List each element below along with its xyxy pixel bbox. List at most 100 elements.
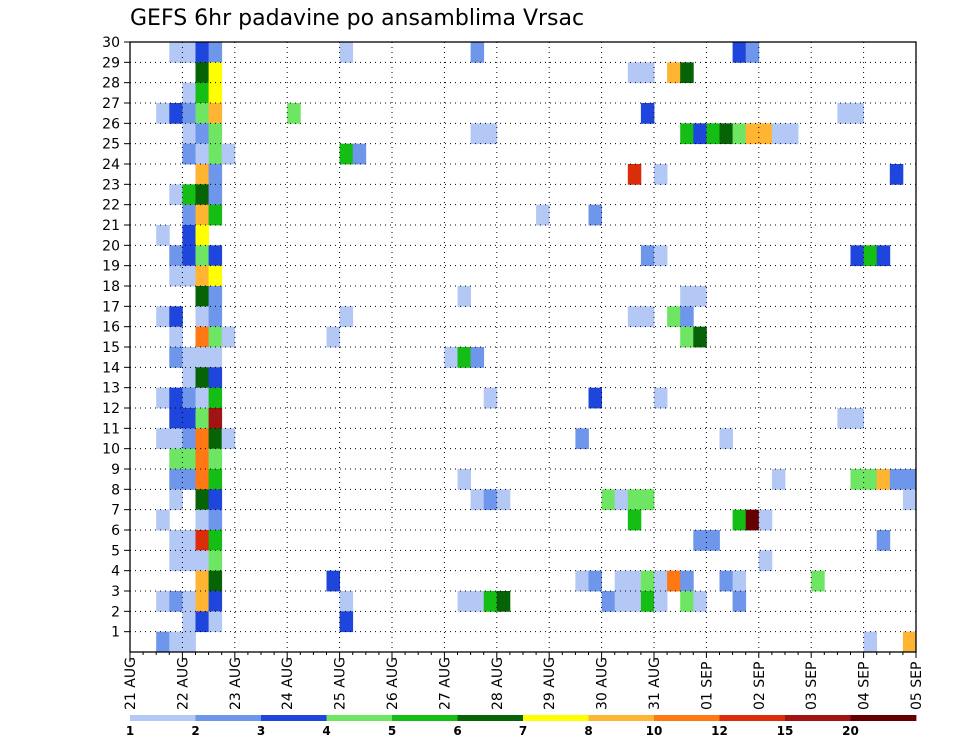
precip-cell [169, 448, 183, 470]
colorbar-label: 3 [257, 724, 265, 738]
precip-cell [156, 631, 170, 653]
precip-cell [680, 570, 694, 592]
precip-cell [693, 591, 707, 612]
y-tick-label: 25 [102, 137, 120, 153]
precip-cell [680, 286, 694, 307]
precip-cell [156, 509, 170, 531]
precip-cell [863, 469, 878, 490]
x-tick-label: 02 SEP [752, 662, 768, 710]
colorbar-swatch [326, 715, 393, 721]
precip-cell [169, 591, 183, 612]
y-tick-label: 4 [111, 564, 120, 580]
precip-cell [208, 286, 223, 307]
precip-cell [182, 448, 196, 470]
y-tick-label: 1 [111, 625, 120, 641]
precip-cell [667, 570, 681, 592]
precip-cell [719, 428, 733, 450]
precip-cell [195, 225, 209, 246]
precip-cell [208, 143, 223, 165]
precip-cell [208, 570, 223, 592]
precip-cell [208, 408, 223, 429]
precip-cell [326, 570, 340, 592]
y-tick-label: 30 [102, 35, 120, 51]
precip-cell [627, 570, 642, 592]
precip-cell [208, 489, 223, 511]
precip-cell [588, 570, 602, 592]
precip-cell [208, 428, 223, 450]
precip-cell [182, 550, 196, 572]
precip-cell [667, 306, 681, 328]
x-tick-label: 27 AUG [437, 657, 453, 710]
precip-cell [195, 408, 209, 429]
precip-cell [483, 489, 498, 511]
precip-cell [457, 469, 471, 490]
precip-cell [719, 570, 733, 592]
precip-cell [182, 387, 196, 409]
colorbar-swatch [261, 715, 327, 721]
x-tick-label: 30 AUG [595, 657, 611, 710]
precip-cell [483, 591, 498, 612]
precip-cell [208, 326, 223, 348]
precip-cell [837, 103, 851, 124]
precip-cell [640, 245, 655, 267]
precip-cell [169, 103, 183, 124]
precip-cell [693, 123, 707, 145]
precip-cell [208, 184, 223, 206]
y-tick-label: 28 [102, 76, 120, 92]
precip-cell [680, 62, 694, 84]
precip-cell [169, 265, 183, 287]
precip-cell [208, 164, 223, 185]
precip-cell [614, 591, 629, 612]
precip-cell [758, 550, 773, 572]
precip-cell [182, 591, 196, 612]
precip-cell [483, 387, 498, 409]
precip-cell [208, 347, 223, 368]
chart-title: GEFS 6hr padavine po ansamblima Vrsac [130, 6, 585, 31]
precip-cell [182, 123, 196, 145]
precip-cell [339, 42, 354, 63]
y-tick-label: 20 [102, 238, 120, 254]
precip-cell [850, 408, 864, 429]
precip-cell [195, 326, 209, 348]
colorbar-label: 15 [777, 724, 794, 738]
precip-cell [182, 204, 196, 226]
precip-cell [457, 347, 471, 368]
precip-cell [195, 245, 209, 267]
precip-cell [483, 123, 498, 145]
precip-cell [195, 591, 209, 612]
y-tick-label: 6 [111, 523, 120, 539]
precip-cell [444, 347, 458, 368]
y-tick-label: 11 [102, 421, 120, 437]
y-tick-label: 8 [111, 482, 120, 498]
precip-cell [575, 570, 589, 592]
y-tick-label: 29 [102, 55, 120, 71]
colorbar-swatch [850, 715, 917, 721]
precip-cell [785, 123, 799, 145]
precip-cell [470, 123, 485, 145]
colorbar-swatch [130, 715, 196, 721]
precip-cell [470, 347, 485, 368]
precip-cell [627, 591, 642, 612]
y-tick-label: 5 [111, 543, 120, 559]
precip-cell [745, 42, 760, 63]
precip-cell [169, 489, 183, 511]
precip-cell [640, 103, 655, 124]
y-tick-label: 12 [102, 401, 120, 417]
precip-cell [706, 530, 720, 551]
precip-cell [156, 387, 170, 409]
precip-cell [588, 387, 602, 409]
precip-cell [208, 306, 223, 328]
precip-cell [208, 591, 223, 612]
precip-cell [195, 428, 209, 450]
precip-cell [182, 347, 196, 368]
precip-cell [182, 143, 196, 165]
precip-cell [208, 103, 223, 124]
y-tick-label: 22 [102, 198, 120, 214]
precip-cell [732, 42, 747, 63]
precip-cell [732, 123, 747, 145]
precip-cell [470, 591, 485, 612]
colorbar-label: 7 [519, 724, 527, 738]
colorbar-label: 12 [711, 724, 728, 738]
colorbar-label: 4 [322, 724, 330, 738]
x-tick-label: 31 AUG [647, 657, 663, 710]
